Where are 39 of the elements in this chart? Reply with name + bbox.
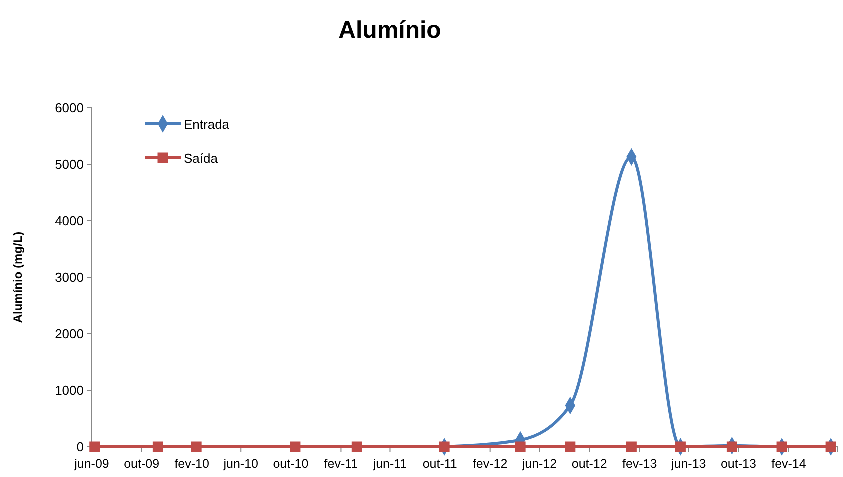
- point: [515, 442, 526, 452]
- legend-label: Entrada: [184, 117, 230, 132]
- y-axis-title: Alumínio (mg/L): [11, 232, 25, 324]
- point: [191, 442, 202, 452]
- x-tick-label: out-12: [572, 457, 608, 471]
- point: [90, 442, 100, 452]
- point: [152, 442, 164, 452]
- x-tick-label: fev-14: [772, 457, 806, 471]
- x-tick-label: fev-11: [324, 457, 358, 471]
- y-tick-label: 4000: [55, 214, 84, 228]
- x-tick-label: fev-13: [622, 457, 658, 471]
- chart-title: Alumínio: [338, 17, 442, 44]
- x-tick-label: jun-10: [222, 457, 259, 471]
- x-tick-label: jun-13: [670, 457, 706, 471]
- point: [726, 442, 738, 452]
- x-tick-label: fev-10: [174, 457, 210, 471]
- x-tick-label: out-09: [124, 457, 160, 471]
- y-tick-label: 6000: [55, 100, 84, 116]
- x-tick-label: out-13: [720, 457, 756, 471]
- point: [290, 442, 301, 452]
- y-tick-label: 2000: [55, 326, 84, 342]
- x-tick-label: jun-11: [372, 457, 408, 471]
- point: [352, 442, 362, 452]
- point: [776, 442, 788, 452]
- x-tick-label: out-10: [273, 457, 309, 471]
- y-tick-label: 0: [76, 440, 84, 454]
- y-tick-label: 5000: [55, 157, 84, 172]
- x-tick-label: jun-12: [521, 457, 558, 471]
- point: [439, 442, 450, 452]
- point: [626, 442, 637, 452]
- x-tick-label: out-11: [422, 457, 458, 471]
- point: [826, 442, 836, 452]
- x-tick-label: fev-12: [472, 457, 508, 471]
- x-tick-label: jun-09: [74, 457, 110, 471]
- y-tick-label: 3000: [55, 270, 84, 285]
- legend-label: Saída: [184, 151, 219, 166]
- point: [565, 442, 576, 452]
- y-tick-label: 1000: [55, 383, 84, 398]
- point: [675, 442, 686, 452]
